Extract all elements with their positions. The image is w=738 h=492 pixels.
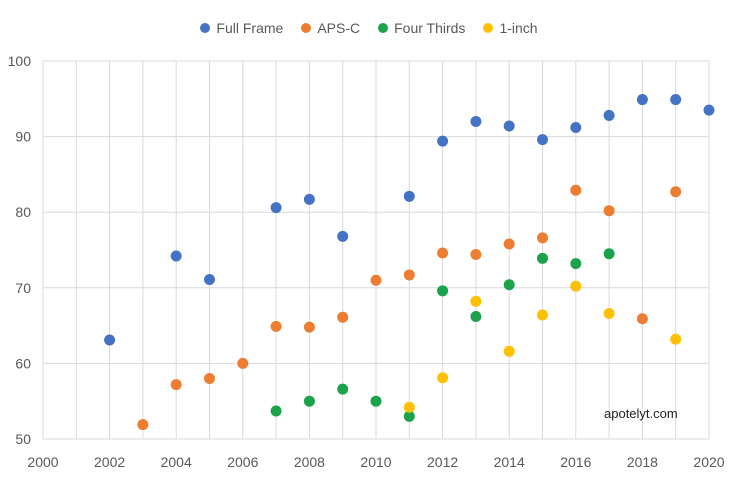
data-point-aps-c	[337, 311, 349, 323]
data-point-aps-c	[170, 379, 182, 391]
data-point-four-thirds	[503, 279, 515, 291]
x-tick-label: 2000	[27, 454, 58, 470]
legend-marker-aps-c	[301, 23, 312, 33]
data-point-full-frame	[570, 122, 582, 134]
data-point-1-inch	[503, 345, 515, 357]
legend-item-four-thirds[interactable]: Four Thirds	[378, 20, 465, 36]
data-point-aps-c	[670, 186, 682, 198]
x-tick-label: 2016	[560, 454, 591, 470]
data-points	[104, 94, 715, 431]
x-tick-label: 2006	[227, 454, 258, 470]
data-point-full-frame	[603, 109, 615, 121]
data-point-four-thirds	[470, 311, 482, 323]
legend-marker-four-thirds	[378, 23, 389, 33]
data-point-aps-c	[137, 419, 149, 431]
data-point-full-frame	[437, 135, 449, 147]
data-point-1-inch	[603, 308, 615, 320]
data-point-full-frame	[204, 273, 215, 285]
data-point-1-inch	[537, 309, 548, 321]
data-point-full-frame	[303, 193, 315, 205]
data-point-full-frame	[270, 202, 282, 214]
data-point-aps-c	[403, 269, 415, 281]
data-point-full-frame	[670, 94, 682, 106]
data-point-aps-c	[570, 184, 582, 196]
x-tick-label: 2008	[294, 454, 325, 470]
x-tick-label: 2014	[494, 454, 525, 470]
legend: Full Frame APS-C Four Thirds 1-inch	[0, 20, 738, 36]
watermark-text: apotelyt.com	[604, 406, 678, 421]
legend-item-aps-c[interactable]: APS-C	[301, 20, 360, 36]
data-point-four-thirds	[370, 395, 382, 407]
data-point-aps-c	[370, 274, 382, 286]
data-point-four-thirds	[537, 252, 548, 264]
x-tick-label: 2002	[94, 454, 125, 470]
data-point-full-frame	[503, 120, 515, 132]
data-point-aps-c	[470, 249, 482, 261]
legend-item-1-inch[interactable]: 1-inch	[483, 20, 538, 36]
y-tick-label: 80	[15, 204, 31, 220]
x-axis-ticks: 2000 2002 2004 2006 2008 2010 2012 2014 2016 2018…	[27, 454, 724, 470]
data-point-four-thirds	[570, 258, 582, 270]
y-tick-label: 60	[15, 355, 31, 371]
data-point-aps-c	[303, 321, 315, 333]
data-point-full-frame	[636, 94, 648, 106]
data-point-full-frame	[170, 250, 182, 262]
data-point-aps-c	[503, 238, 515, 250]
y-tick-label: 50	[15, 431, 31, 447]
legend-label-aps-c: APS-C	[317, 20, 361, 36]
y-axis-ticks: 50 60 70 80 90 100	[8, 53, 32, 447]
legend-label-full-frame: Full Frame	[216, 20, 284, 36]
legend-label-1-inch: 1-inch	[499, 20, 538, 36]
data-point-full-frame	[104, 334, 116, 346]
legend-label-four-thirds: Four Thirds	[394, 20, 466, 36]
data-point-four-thirds	[337, 383, 349, 395]
data-point-four-thirds	[437, 285, 449, 297]
data-point-1-inch	[470, 295, 482, 307]
data-point-four-thirds	[603, 248, 615, 260]
data-point-1-inch	[570, 280, 582, 292]
x-tick-label: 2020	[693, 454, 724, 470]
y-tick-label: 70	[15, 280, 31, 296]
legend-item-full-frame[interactable]: Full Frame	[200, 20, 283, 36]
data-point-1-inch	[437, 372, 449, 384]
data-point-aps-c	[237, 357, 249, 369]
x-tick-label: 2010	[360, 454, 391, 470]
data-point-full-frame	[470, 115, 482, 127]
y-tick-label: 90	[15, 129, 31, 145]
x-tick-label: 2012	[427, 454, 458, 470]
data-point-aps-c	[537, 232, 548, 244]
x-tick-label: 2018	[627, 454, 658, 470]
data-point-four-thirds	[303, 395, 315, 407]
data-point-aps-c	[603, 205, 615, 217]
data-point-1-inch	[670, 333, 682, 345]
data-point-1-inch	[403, 401, 415, 413]
data-point-full-frame	[337, 230, 349, 242]
x-tick-label: 2004	[161, 454, 192, 470]
data-point-aps-c	[270, 320, 282, 332]
data-point-full-frame	[403, 190, 415, 202]
data-point-aps-c	[437, 247, 449, 259]
legend-marker-1-inch	[483, 23, 494, 33]
data-point-aps-c	[636, 313, 648, 325]
data-point-four-thirds	[270, 405, 282, 417]
legend-marker-full-frame	[200, 23, 211, 33]
y-tick-label: 100	[8, 53, 32, 69]
data-point-full-frame	[703, 104, 715, 116]
data-point-aps-c	[204, 373, 215, 385]
data-point-full-frame	[537, 134, 548, 146]
data-point-four-thirds	[403, 410, 415, 422]
